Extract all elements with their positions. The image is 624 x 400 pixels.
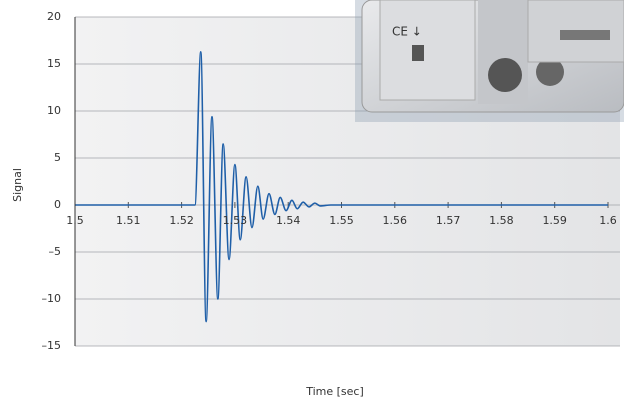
product-photo: CE ↓ — [355, 0, 624, 122]
x-tick-label: 1.6 — [599, 214, 617, 227]
x-tick-label: 1.5 — [66, 214, 84, 227]
y-tick-label: 15 — [47, 57, 61, 70]
y-tick-label: 10 — [47, 104, 61, 117]
y-tick-label: 5 — [54, 151, 61, 164]
x-tick-label: 1.51 — [116, 214, 141, 227]
x-tick-label: 1.53 — [223, 214, 248, 227]
x-axis-label: Time [sec] — [305, 385, 364, 398]
y-tick-label: 0 — [54, 198, 61, 211]
svg-text:CE ↓: CE ↓ — [392, 25, 422, 39]
y-tick-label: –15 — [42, 339, 62, 352]
y-tick-label: 20 — [47, 10, 61, 23]
x-tick-label: 1.57 — [436, 214, 461, 227]
y-tick-label: –10 — [42, 292, 62, 305]
x-tick-label: 1.54 — [276, 214, 301, 227]
x-tick-label: 1.55 — [329, 214, 354, 227]
chart: CE ↓ Signal Time [sec] –15 –10 –5 0 5 10 15 20 1… — [0, 0, 624, 400]
x-tick-label: 1.52 — [169, 214, 194, 227]
x-tick-label: 1.58 — [489, 214, 514, 227]
x-tick-label: 1.56 — [383, 214, 408, 227]
page: CE ↓ Signal Time [sec] –15 –10 –5 0 5 10 15 20 1… — [0, 0, 624, 400]
y-axis-label: Signal — [11, 168, 24, 202]
x-tick-label: 1.59 — [542, 214, 567, 227]
y-tick-label: –5 — [49, 245, 62, 258]
